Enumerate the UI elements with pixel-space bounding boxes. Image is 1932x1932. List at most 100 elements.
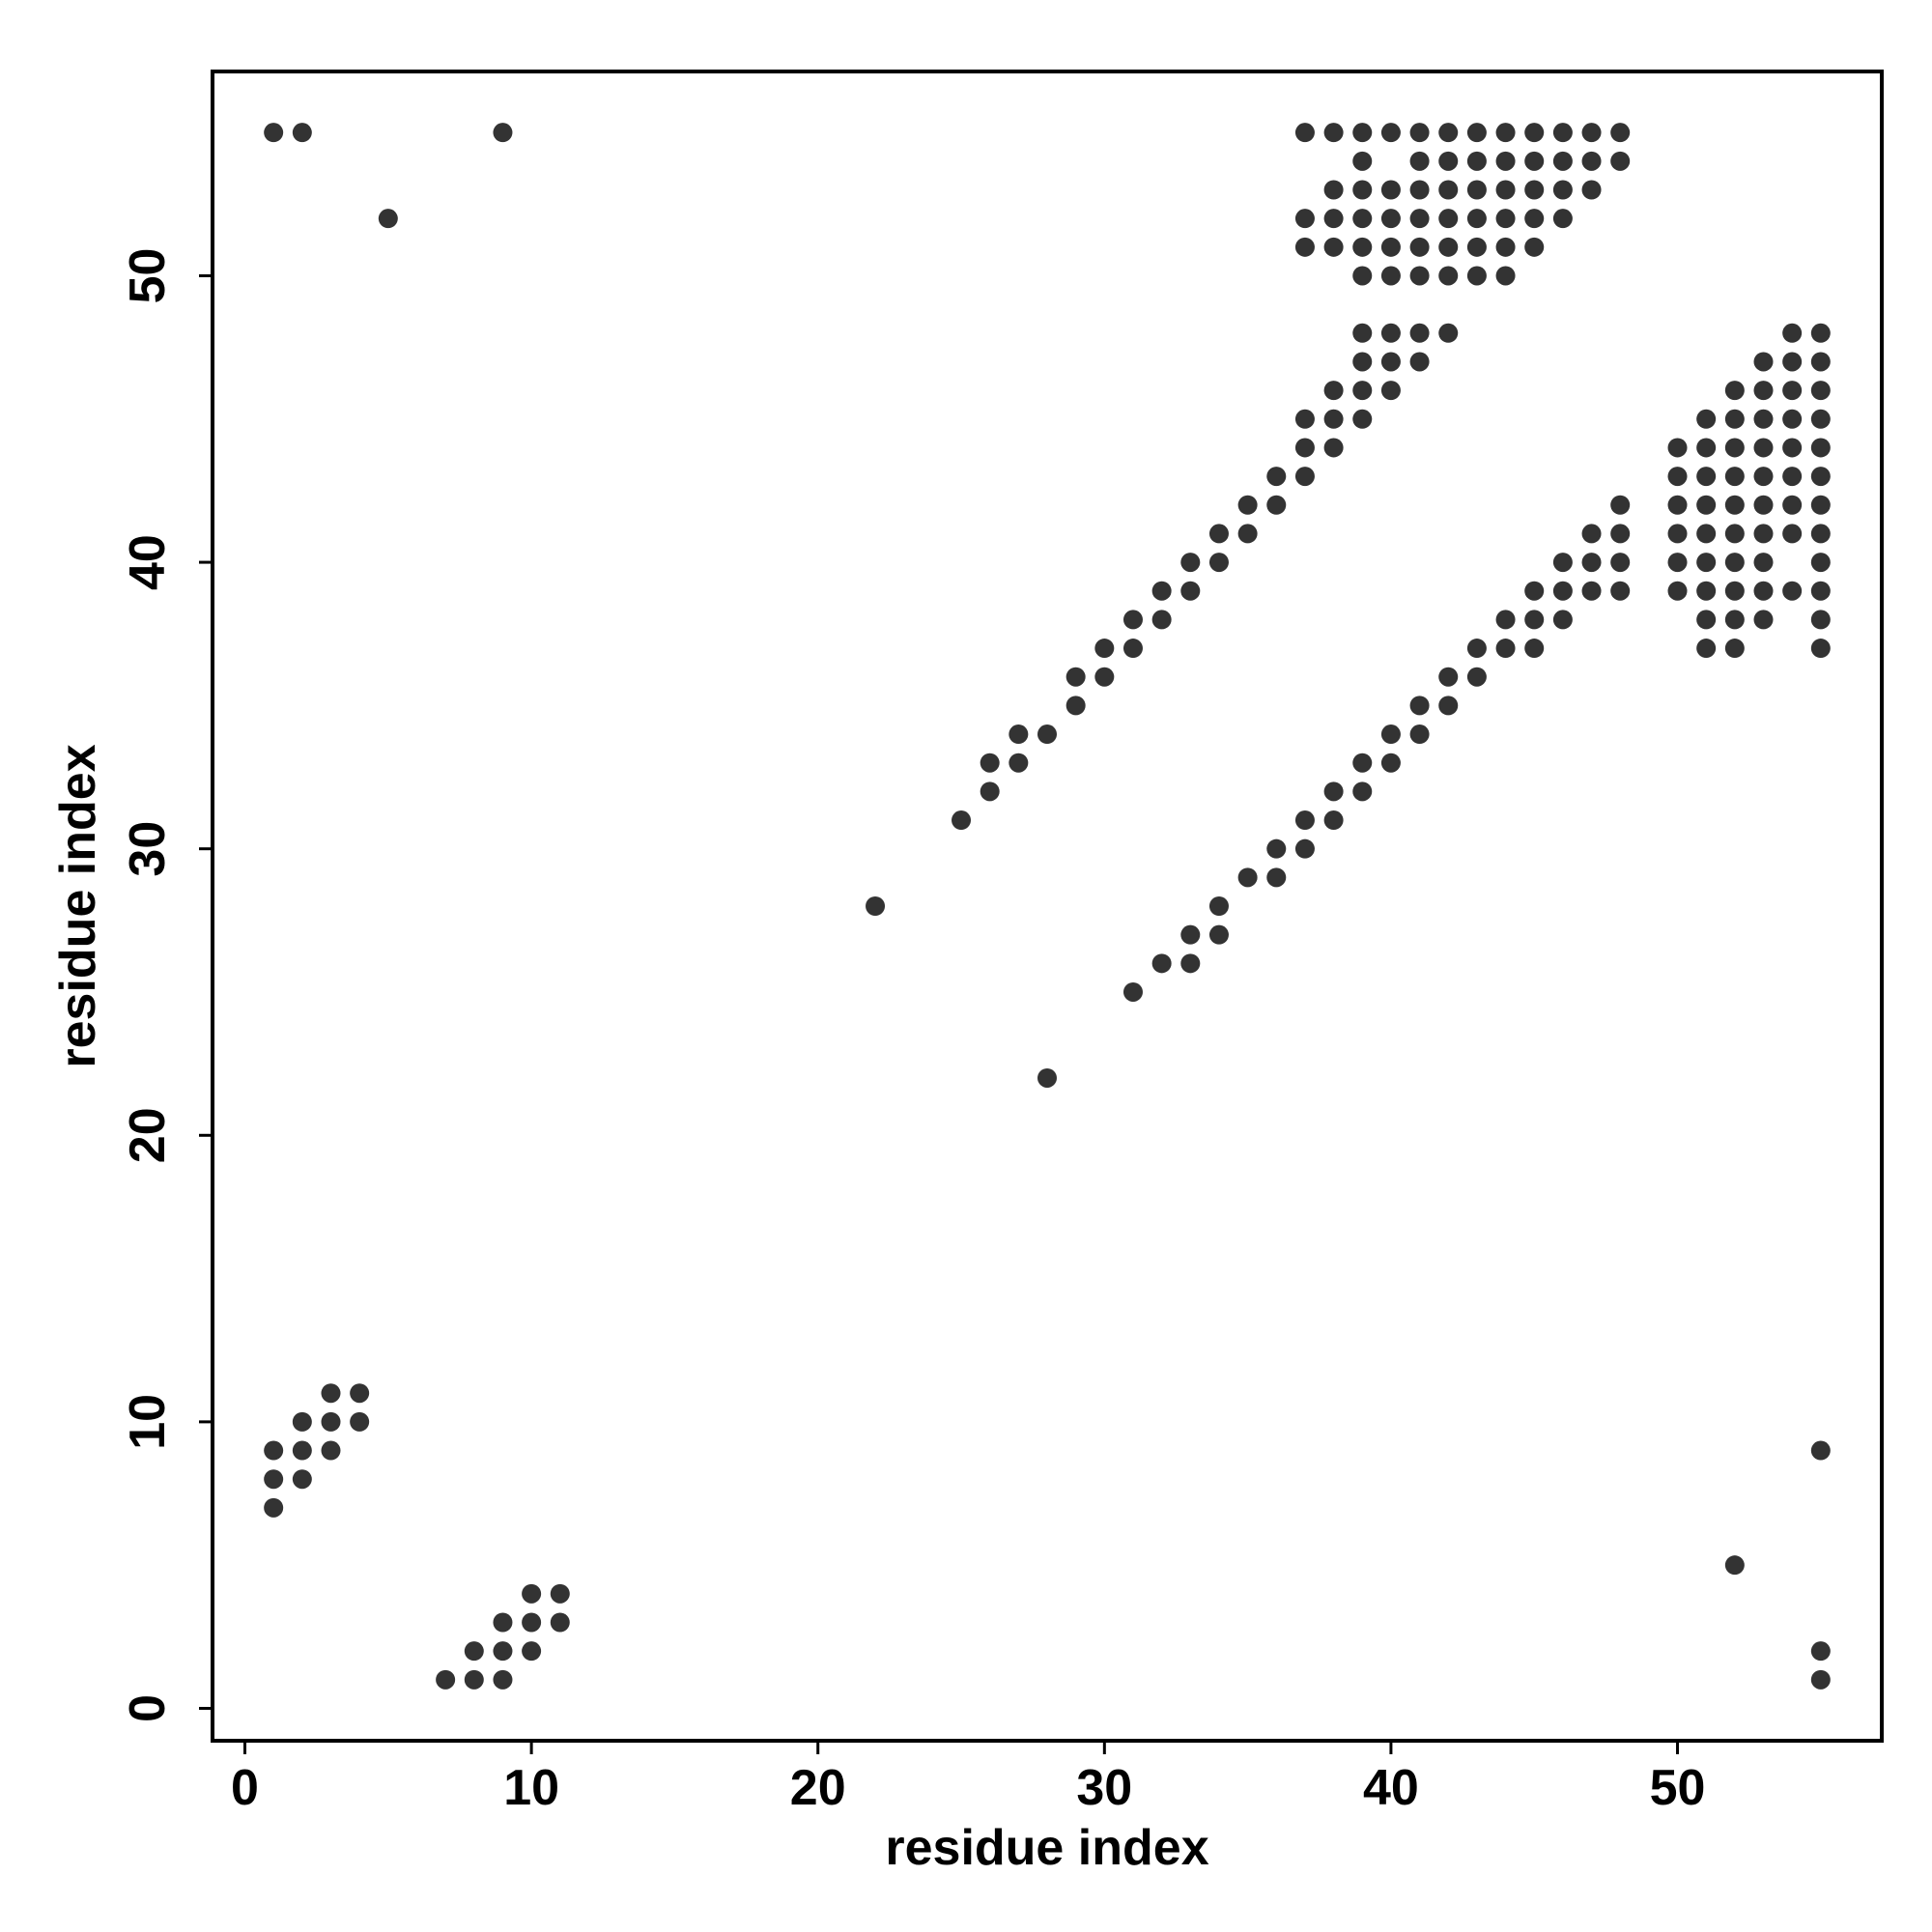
contact-point bbox=[350, 1411, 370, 1432]
contact-point bbox=[1724, 610, 1745, 630]
contact-point bbox=[264, 1469, 284, 1490]
contact-point bbox=[493, 1641, 513, 1662]
contact-point bbox=[1724, 524, 1745, 544]
contact-point bbox=[1409, 696, 1430, 716]
contact-point bbox=[292, 1411, 312, 1432]
contact-point bbox=[1323, 180, 1344, 200]
contact-point bbox=[264, 123, 284, 143]
contact-point bbox=[1696, 581, 1717, 601]
contact-point bbox=[1753, 553, 1774, 573]
contact-point bbox=[1266, 838, 1287, 859]
contact-point bbox=[1380, 237, 1401, 257]
contact-point bbox=[1810, 553, 1831, 573]
contact-point bbox=[1380, 180, 1401, 200]
contact-point bbox=[1466, 237, 1487, 257]
contact-point bbox=[1380, 381, 1401, 401]
contact-point bbox=[1810, 495, 1831, 515]
contact-point bbox=[1352, 753, 1373, 773]
contact-point bbox=[1438, 237, 1459, 257]
contact-point bbox=[1438, 151, 1459, 171]
contact-point bbox=[1180, 924, 1201, 945]
contact-point bbox=[1753, 495, 1774, 515]
contact-point bbox=[1810, 610, 1831, 630]
contact-point bbox=[1495, 151, 1516, 171]
contact-point bbox=[1294, 438, 1315, 458]
contact-point bbox=[1380, 209, 1401, 229]
contact-point bbox=[1409, 180, 1430, 200]
contact-point bbox=[436, 1669, 456, 1690]
contact-point bbox=[1610, 495, 1631, 515]
contact-point bbox=[1323, 123, 1344, 143]
contact-point bbox=[1323, 438, 1344, 458]
contact-point bbox=[1037, 1067, 1057, 1088]
contact-point bbox=[1438, 323, 1459, 343]
contact-point bbox=[1524, 180, 1545, 200]
contact-point bbox=[1495, 639, 1516, 659]
contact-point bbox=[1266, 495, 1287, 515]
contact-point bbox=[522, 1583, 542, 1604]
contact-point bbox=[321, 1440, 341, 1461]
contact-point bbox=[1753, 352, 1774, 372]
contact-point bbox=[1667, 581, 1688, 601]
contact-point bbox=[1667, 467, 1688, 487]
contact-point bbox=[378, 209, 398, 229]
contact-point bbox=[1753, 381, 1774, 401]
contact-point bbox=[1352, 151, 1373, 171]
contact-point bbox=[1266, 467, 1287, 487]
contact-point bbox=[1352, 409, 1373, 429]
contact-point bbox=[1581, 553, 1602, 573]
contact-point bbox=[1724, 381, 1745, 401]
contact-point bbox=[1552, 123, 1573, 143]
x-axis-label: residue index bbox=[885, 1820, 1208, 1876]
contact-point bbox=[1495, 209, 1516, 229]
contact-point bbox=[1466, 180, 1487, 200]
contact-point bbox=[980, 781, 1000, 802]
contact-point bbox=[464, 1641, 484, 1662]
contact-point bbox=[1724, 409, 1745, 429]
contact-point bbox=[1753, 581, 1774, 601]
contact-point bbox=[1323, 409, 1344, 429]
contact-point bbox=[1810, 438, 1831, 458]
contact-point bbox=[1724, 581, 1745, 601]
contact-point bbox=[1352, 381, 1373, 401]
contact-point bbox=[1180, 581, 1201, 601]
contact-point bbox=[1352, 352, 1373, 372]
contact-point bbox=[550, 1583, 570, 1604]
contact-point bbox=[1122, 981, 1143, 1002]
contact-point bbox=[1524, 610, 1545, 630]
contact-point bbox=[1380, 352, 1401, 372]
contact-point bbox=[1552, 553, 1573, 573]
x-tick-label: 40 bbox=[1363, 1760, 1419, 1816]
contact-point bbox=[1753, 524, 1774, 544]
contact-point bbox=[952, 810, 972, 831]
contact-point bbox=[1094, 667, 1115, 687]
contact-point bbox=[1724, 1555, 1745, 1576]
contact-point bbox=[1466, 123, 1487, 143]
contact-point bbox=[1696, 438, 1717, 458]
y-tick-label: 40 bbox=[120, 534, 176, 590]
contact-point bbox=[1466, 209, 1487, 229]
contact-point bbox=[1782, 467, 1803, 487]
contact-point bbox=[1524, 151, 1545, 171]
contact-point bbox=[1524, 581, 1545, 601]
contact-point bbox=[1294, 810, 1315, 831]
contact-point bbox=[1724, 495, 1745, 515]
x-tick-label: 30 bbox=[1076, 1760, 1132, 1816]
contact-point bbox=[1667, 438, 1688, 458]
contact-point bbox=[1409, 724, 1430, 745]
contact-point bbox=[1466, 639, 1487, 659]
contact-point bbox=[1237, 867, 1258, 888]
contact-point bbox=[264, 1440, 284, 1461]
contact-point bbox=[1352, 781, 1373, 802]
contact-point bbox=[1753, 467, 1774, 487]
contact-point bbox=[1782, 352, 1803, 372]
contact-point bbox=[1810, 524, 1831, 544]
contact-point bbox=[1323, 209, 1344, 229]
contact-point bbox=[1782, 323, 1803, 343]
contact-point bbox=[1037, 724, 1057, 745]
contact-point bbox=[1782, 438, 1803, 458]
contact-point bbox=[1495, 123, 1516, 143]
contact-point bbox=[1208, 524, 1229, 544]
